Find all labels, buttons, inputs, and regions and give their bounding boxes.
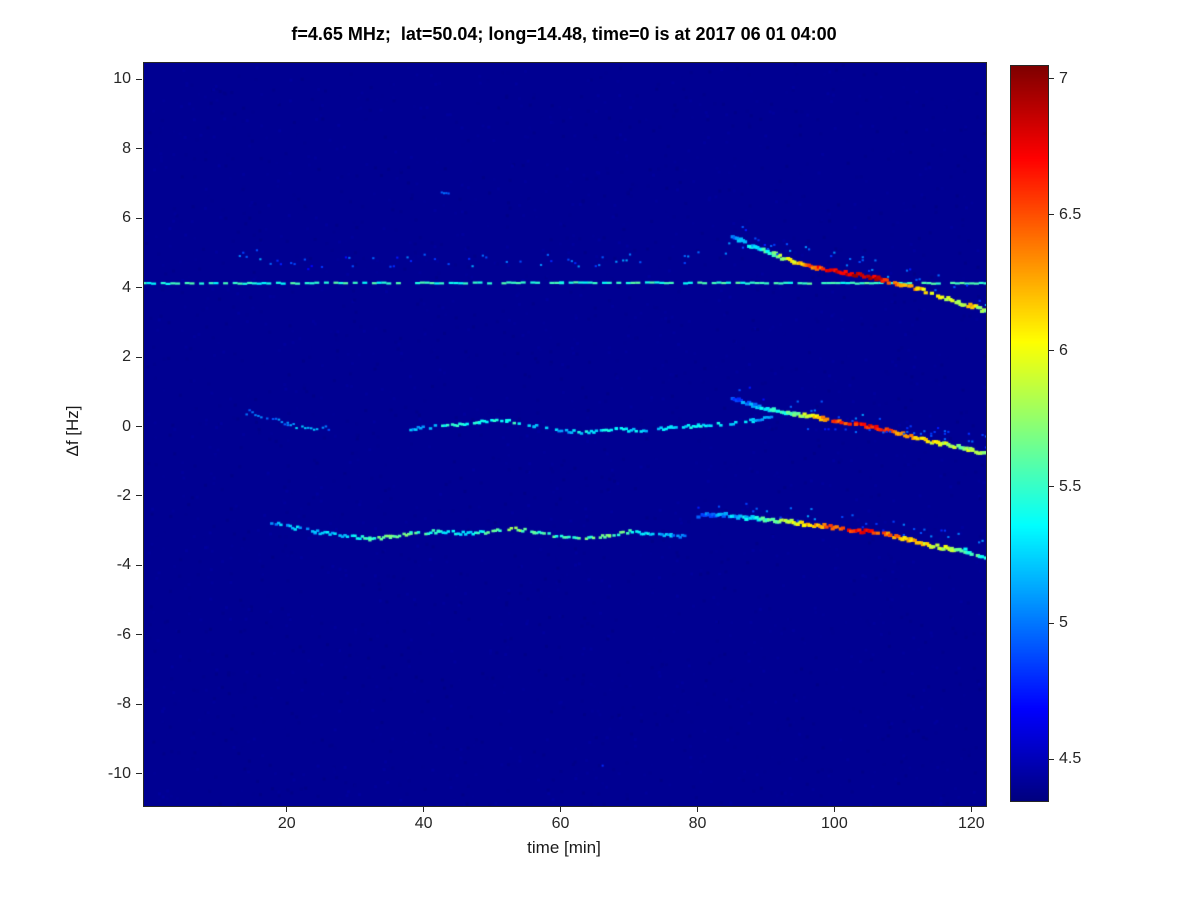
colorbar-tick-mark xyxy=(1049,758,1054,760)
y-tick-label: 10 xyxy=(113,70,131,88)
x-tick-mark xyxy=(286,806,288,812)
x-tick-mark xyxy=(423,806,425,812)
y-tick-mark xyxy=(136,78,142,80)
x-tick-mark xyxy=(696,806,698,812)
colorbar xyxy=(1010,65,1049,802)
plot-area xyxy=(143,62,987,807)
colorbar-tick-label: 4.5 xyxy=(1059,750,1082,768)
x-tick-mark xyxy=(560,806,562,812)
y-tick-label: -6 xyxy=(116,625,131,643)
y-tick-mark xyxy=(136,495,142,497)
y-tick-label: 8 xyxy=(122,139,131,157)
colorbar-tick-label: 6 xyxy=(1059,341,1068,359)
x-tick-mark xyxy=(970,806,972,812)
y-tick-mark xyxy=(136,703,142,705)
y-tick-label: -10 xyxy=(107,764,131,782)
heatmap-canvas xyxy=(144,63,986,806)
y-tick-mark xyxy=(136,426,142,428)
colorbar-tick-mark xyxy=(1049,486,1054,488)
y-tick-mark xyxy=(136,564,142,566)
colorbar-tick-mark xyxy=(1049,214,1054,216)
chart-title: f=4.65 MHz; lat=50.04; long=14.48, time=… xyxy=(291,24,837,44)
colorbar-tick-mark xyxy=(1049,78,1054,80)
y-tick-label: 6 xyxy=(122,209,131,227)
y-tick-label: -8 xyxy=(116,695,131,713)
x-tick-mark xyxy=(833,806,835,812)
y-tick-label: 0 xyxy=(122,417,131,435)
colorbar-tick-label: 7 xyxy=(1059,69,1068,87)
colorbar-tick-mark xyxy=(1049,622,1054,624)
y-tick-mark xyxy=(136,773,142,775)
y-tick-mark xyxy=(136,634,142,636)
x-tick-label: 60 xyxy=(551,815,570,832)
y-tick-mark xyxy=(136,217,142,219)
colorbar-tick-label: 5 xyxy=(1059,614,1068,632)
x-tick-label: 80 xyxy=(688,815,707,832)
y-axis-label: Δf [Hz] xyxy=(63,405,82,457)
y-tick-label: -2 xyxy=(116,486,131,504)
y-tick-mark xyxy=(136,148,142,150)
y-tick-label: 4 xyxy=(122,278,131,296)
y-tick-mark xyxy=(136,287,142,289)
y-tick-label: -4 xyxy=(116,556,131,574)
colorbar-tick-label: 5.5 xyxy=(1059,477,1082,495)
y-tick-mark xyxy=(136,356,142,358)
x-axis-label: time [min] xyxy=(527,838,601,857)
x-tick-label: 120 xyxy=(957,815,985,832)
x-tick-label: 100 xyxy=(821,815,848,832)
x-tick-label: 20 xyxy=(277,815,296,832)
colorbar-tick-label: 6.5 xyxy=(1059,205,1082,223)
x-tick-label: 40 xyxy=(414,815,433,832)
y-tick-label: 2 xyxy=(122,348,131,366)
colorbar-tick-mark xyxy=(1049,350,1054,352)
colorbar-canvas xyxy=(1011,66,1048,801)
